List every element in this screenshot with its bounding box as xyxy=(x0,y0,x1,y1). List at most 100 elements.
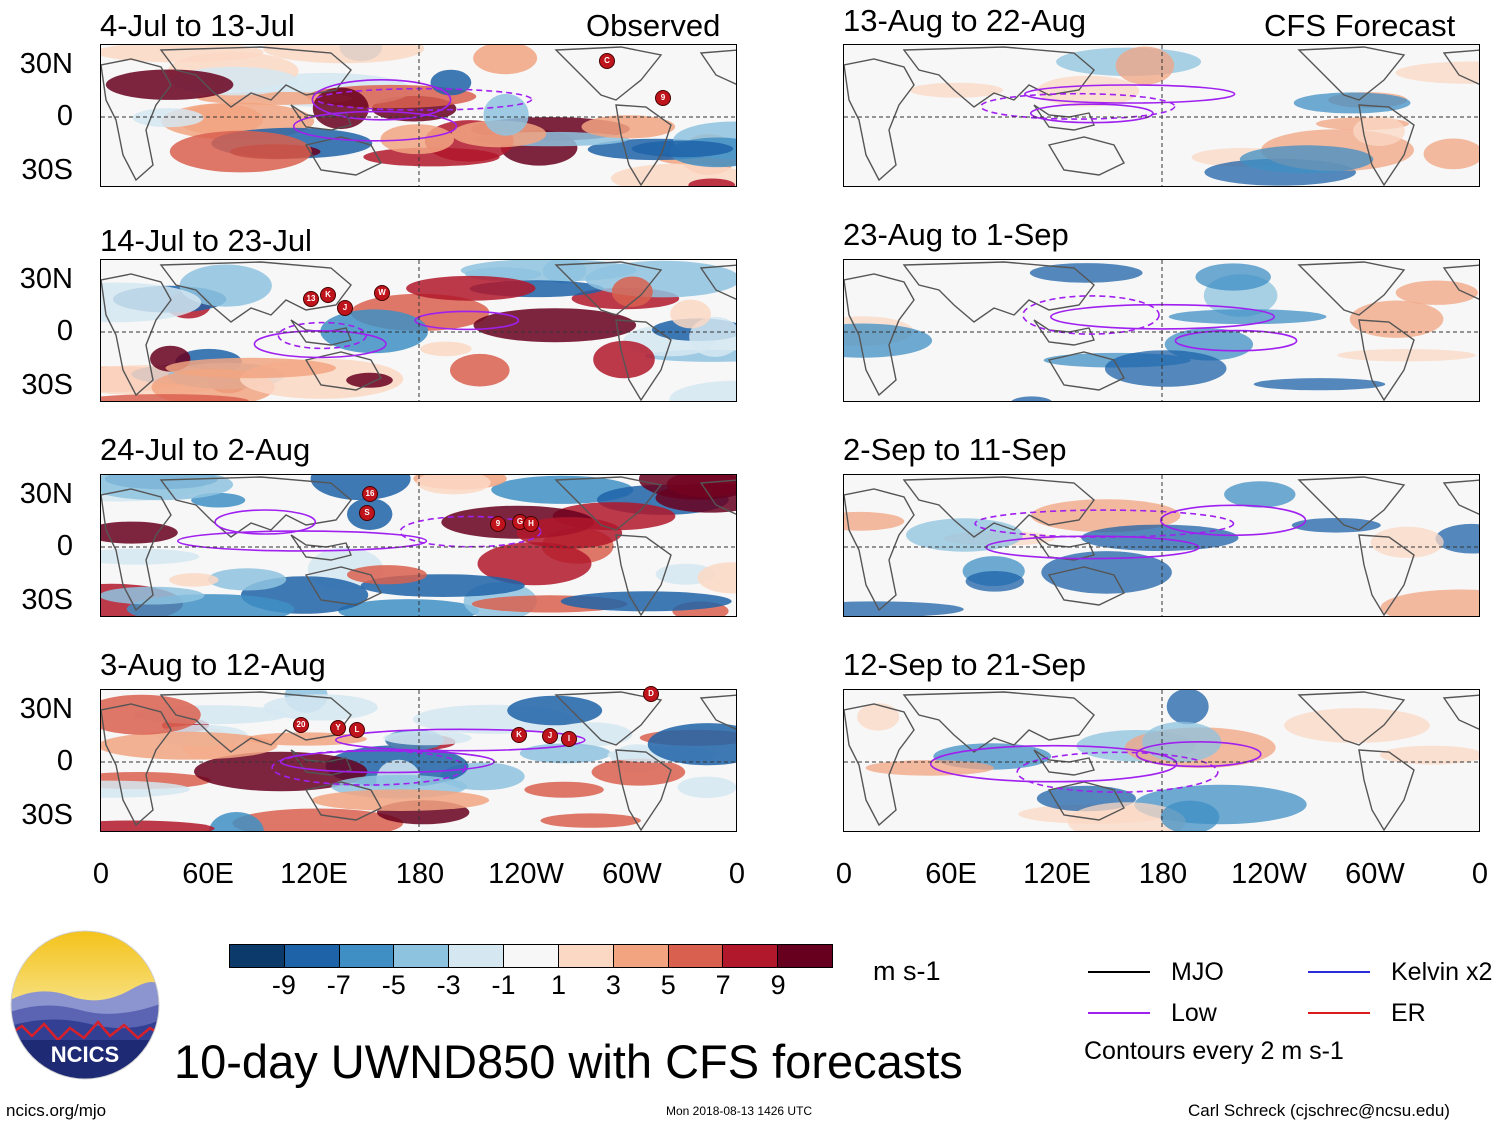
lat-tick-30n: 30N xyxy=(19,478,73,510)
colorbar xyxy=(229,944,833,968)
colorbar-tick-label: 9 xyxy=(770,970,786,1000)
storm-marker: C xyxy=(599,53,615,69)
legend-label-er: ER xyxy=(1391,999,1426,1027)
storm-marker: 9 xyxy=(490,516,506,532)
legend-line-er xyxy=(1308,1012,1370,1014)
storm-marker: 20 xyxy=(293,717,309,733)
lon-tick: 60W xyxy=(602,858,662,890)
colorbar-swatch xyxy=(558,945,614,967)
storm-marker: K xyxy=(320,287,336,303)
lon-tick: 120W xyxy=(488,858,564,890)
logo-text: NCICS xyxy=(51,1042,119,1067)
colorbar-swatch xyxy=(504,945,559,967)
wind-anomaly-field xyxy=(101,690,736,831)
colorbar-tick-label: -9 xyxy=(271,970,296,1000)
colorbar-tick-label: -7 xyxy=(326,970,351,1000)
colorbar-units: m s-1 xyxy=(873,956,941,986)
colorbar-swatch xyxy=(339,945,395,967)
storm-marker: H xyxy=(523,516,539,532)
lat-tick-30s: 30S xyxy=(21,154,73,186)
lat-tick-30s: 30S xyxy=(21,584,73,616)
lon-tick: 120W xyxy=(1231,858,1307,890)
lon-tick: 0 xyxy=(1471,858,1489,890)
storm-marker: Y xyxy=(330,720,346,736)
lon-tick: 60W xyxy=(1345,858,1405,890)
lon-tick: 180 xyxy=(395,858,445,890)
panel-title-forecast-3: 2-Sep to 11-Sep xyxy=(843,432,1067,467)
legend-line-kelvin xyxy=(1308,971,1370,973)
wind-anomaly-field xyxy=(844,475,1479,616)
storm-marker: L xyxy=(349,722,365,738)
storm-marker: W xyxy=(374,285,390,301)
wind-anomaly-field xyxy=(844,690,1479,831)
map-panel-forecast-3 xyxy=(843,474,1480,617)
map-panel-forecast-4 xyxy=(843,689,1480,832)
map-panel-observed-1 xyxy=(100,44,737,187)
figure-title: 10-day UWND850 with CFS forecasts xyxy=(174,1035,963,1088)
lat-tick-30n: 30N xyxy=(19,48,73,80)
panel-title-observed-1: 4-Jul to 13-Jul xyxy=(100,8,295,43)
lat-tick-0: 0 xyxy=(56,315,73,347)
contour-note: Contours every 2 m s-1 xyxy=(1084,1037,1344,1065)
lat-tick-0: 0 xyxy=(56,100,73,132)
panel-title-observed-4: 3-Aug to 12-Aug xyxy=(100,647,326,682)
colorbar-tick-label: -3 xyxy=(436,970,461,1000)
colorbar-swatch xyxy=(284,945,340,967)
lon-tick: 0 xyxy=(728,858,746,890)
colorbar-swatch xyxy=(778,945,832,967)
panel-title-observed-3: 24-Jul to 2-Aug xyxy=(100,432,311,467)
colorbar-tick-label: 7 xyxy=(715,970,731,1000)
colorbar-tick-label: 1 xyxy=(550,970,566,1000)
legend-line-low xyxy=(1088,1012,1150,1014)
lon-tick: 180 xyxy=(1138,858,1188,890)
colorbar-swatch xyxy=(394,945,450,967)
lat-tick-30n: 30N xyxy=(19,263,73,295)
legend-label-kelvin: Kelvin x2 xyxy=(1391,958,1493,986)
timestamp: Mon 2018-08-13 1426 UTC xyxy=(666,1104,813,1118)
website-link[interactable]: ncics.org/mjo xyxy=(6,1101,107,1120)
colorbar-tick-label: 3 xyxy=(605,970,621,1000)
lat-tick-30n: 30N xyxy=(19,693,73,725)
wind-anomaly-field xyxy=(844,45,1479,186)
storm-marker: J xyxy=(337,300,353,316)
map-panel-forecast-2 xyxy=(843,259,1480,402)
observed-label: Observed xyxy=(586,8,721,43)
map-panel-forecast-1 xyxy=(843,44,1480,187)
colorbar-swatch xyxy=(613,945,669,967)
storm-marker: I xyxy=(561,731,577,747)
lat-tick-30s: 30S xyxy=(21,369,73,401)
lon-tick: 0 xyxy=(835,858,853,890)
lon-tick: 120E xyxy=(280,858,348,890)
author-credit: Carl Schreck (cjschrec@ncsu.edu) xyxy=(1188,1101,1450,1120)
storm-marker: J xyxy=(542,728,558,744)
storm-marker: S xyxy=(359,505,375,521)
wind-anomaly-field xyxy=(101,45,736,186)
storm-marker: K xyxy=(511,727,527,743)
storm-marker: 9 xyxy=(655,90,671,106)
colorbar-tick-label: -5 xyxy=(381,970,406,1000)
colorbar-swatch xyxy=(723,945,779,967)
panel-title-forecast-2: 23-Aug to 1-Sep xyxy=(843,217,1069,252)
panel-title-forecast-1: 13-Aug to 22-Aug xyxy=(843,3,1087,38)
colorbar-swatch xyxy=(449,945,505,967)
lon-tick: 120E xyxy=(1023,858,1091,890)
wind-anomaly-field xyxy=(101,475,736,616)
legend-line-mjo xyxy=(1088,971,1150,973)
map-panel-observed-2 xyxy=(100,259,737,402)
panel-title-forecast-4: 12-Sep to 21-Sep xyxy=(843,647,1087,682)
map-panel-observed-4 xyxy=(100,689,737,832)
storm-marker: 13 xyxy=(303,291,319,307)
wind-anomaly-field xyxy=(844,260,1479,401)
colorbar-tick-label: -1 xyxy=(491,970,516,1000)
colorbar-tick-label: 5 xyxy=(660,970,676,1000)
storm-marker: 16 xyxy=(362,486,378,502)
lon-tick: 60E xyxy=(182,858,234,890)
lat-tick-0: 0 xyxy=(56,530,73,562)
cfs-forecast-label: CFS Forecast xyxy=(1264,8,1456,43)
lat-tick-0: 0 xyxy=(56,745,73,777)
colorbar-swatch xyxy=(230,945,285,967)
lon-tick: 60E xyxy=(925,858,977,890)
legend-label-mjo: MJO xyxy=(1171,958,1224,986)
storm-marker: D xyxy=(643,686,659,702)
colorbar-swatch xyxy=(668,945,724,967)
